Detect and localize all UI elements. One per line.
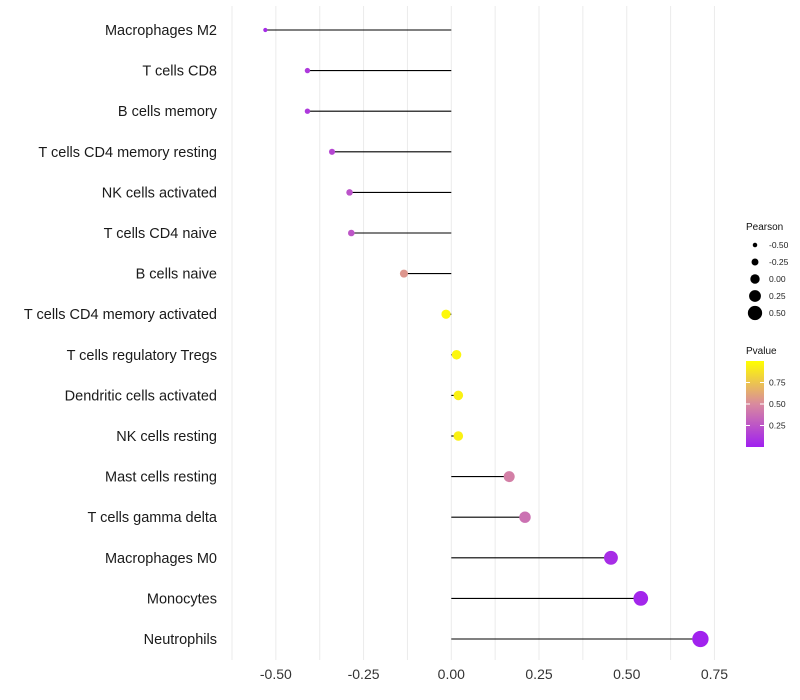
lollipop-points [263,27,709,648]
pearson-legend-title: Pearson [746,222,783,233]
category-label: Neutrophils [144,632,217,648]
category-label: T cells regulatory Tregs [67,348,217,364]
pearson-legend-dot [750,274,760,284]
lollipop-stems [265,29,701,640]
x-axis-ticks: -0.50 -0.25 0.00 0.25 0.50 0.75 [260,666,728,682]
pearson-legend-label: -0.25 [769,257,789,267]
lollipop-point [441,309,451,319]
category-label: T cells CD4 naive [104,226,217,242]
x-tick-label: -0.50 [260,666,292,682]
x-tick-label: -0.25 [348,666,380,682]
category-label: T cells CD4 memory activated [24,307,217,323]
category-label: Macrophages M2 [105,23,217,39]
category-label: B cells naive [136,267,217,283]
category-label: Dendritic cells activated [65,388,217,404]
pvalue-legend-label: 0.25 [769,421,786,431]
lollipop-point [453,390,464,401]
category-label: Mast cells resting [105,470,217,486]
pearson-legend-dot [749,290,761,302]
lollipop-point [304,67,311,74]
lollipop-point [453,431,464,441]
category-label: Monocytes [147,591,217,607]
lollipop-point [263,27,268,33]
category-label: T cells CD4 memory resting [38,145,217,161]
category-label: Macrophages M0 [105,551,217,567]
lollipop-point [304,108,311,114]
lollipop-point [633,591,649,606]
pearson-legend-label: 0.00 [769,274,786,284]
lollipop-point [519,511,531,523]
x-tick-label: 0.25 [525,666,552,682]
lollipop-point [328,148,336,155]
pvalue-legend-label: 0.50 [769,399,786,409]
category-label: T cells CD8 [142,64,217,80]
lollipop-point [692,630,709,648]
x-tick-label: 0.75 [701,666,728,682]
grid-lines [231,6,715,660]
category-labels: Macrophages M2 T cells CD8 B cells memory T… [24,23,218,648]
lollipop-point [451,350,462,360]
lollipop-point [399,269,408,278]
pearson-legend-dot [752,242,758,248]
pvalue-color-legend: Pvalue 0.75 0.50 0.25 [746,346,786,447]
category-label: B cells memory [118,104,218,120]
lollipop-point [604,550,618,565]
pearson-legend-label: 0.50 [769,308,786,318]
pearson-size-legend: Pearson -0.50 -0.25 0.00 0.25 0.50 [746,222,789,321]
x-tick-label: 0.50 [613,666,640,682]
category-label: T cells gamma delta [88,510,218,526]
lollipop-point [503,471,515,483]
lollipop-point [346,189,353,196]
category-label: NK cells resting [116,429,217,445]
pearson-legend-label: -0.50 [769,240,789,250]
category-label: NK cells activated [102,185,217,201]
pearson-legend-dot [747,305,763,321]
pearson-legend-label: 0.25 [769,291,786,301]
pvalue-colorbar [746,361,764,447]
pvalue-legend-title: Pvalue [746,346,777,357]
pvalue-legend-label: 0.75 [769,378,786,388]
pearson-legend-dot [751,258,759,266]
x-tick-label: 0.00 [438,666,465,682]
lollipop-point [347,229,355,237]
